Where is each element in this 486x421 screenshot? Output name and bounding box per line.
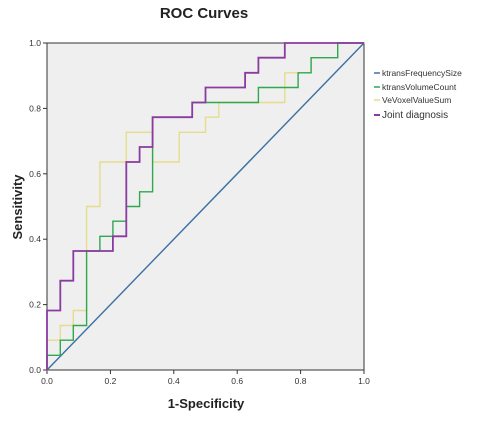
legend: ktransFrequencySize ktransVolumeCount VeVo… [374, 68, 462, 121]
x-tick-label: 0.4 [168, 376, 180, 386]
x-tick-label: 0.2 [104, 376, 116, 386]
y-tick-label: 1.0 [29, 38, 41, 48]
y-tick-label: 0.2 [29, 300, 41, 310]
y-tick-label: 0.8 [29, 103, 41, 113]
x-tick-label: 0.6 [231, 376, 243, 386]
x-tick-label: 1.0 [358, 376, 370, 386]
y-tick-label: 0.6 [29, 169, 41, 179]
x-axis-ticks: 0.0 0.2 0.4 0.6 0.8 1.0 [41, 370, 370, 386]
y-tick-label: 0.4 [29, 234, 41, 244]
y-tick-label: 0.0 [29, 365, 41, 375]
series-line-ktransvolumecount [46, 42, 364, 370]
x-tick-label: 0.0 [41, 376, 53, 386]
chart-title: ROC Curves [160, 5, 248, 22]
legend-label: ktransFrequencySize [382, 68, 462, 78]
legend-label: Joint diagnosis [382, 110, 448, 121]
legend-label: ktransVolumeCount [382, 82, 457, 92]
legend-label: VeVoxelValueSum [382, 95, 451, 105]
y-axis-ticks: 0.0 0.2 0.4 0.6 0.8 1.0 [29, 38, 47, 375]
x-tick-label: 0.8 [295, 376, 307, 386]
series-line-ktransfrequencysize [46, 42, 365, 371]
series-line-joint-diagnosis [46, 42, 364, 370]
series-group [46, 42, 365, 371]
x-axis-label: 1-Specificity [168, 396, 245, 411]
y-axis-label: Sensitivity [10, 174, 25, 240]
